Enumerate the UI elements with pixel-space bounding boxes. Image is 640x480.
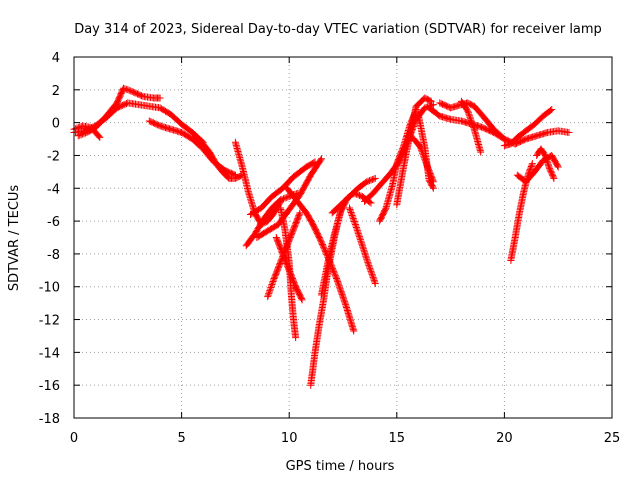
point-markers bbox=[307, 206, 345, 389]
grid-lines bbox=[74, 57, 612, 418]
series-track-06 bbox=[231, 138, 285, 228]
y-tick-label: -16 bbox=[39, 379, 60, 394]
axis-ticks: 0 5 10 15 20 25 -18 -16 -14 -12 -10 -8 -6 -4 -2 0 2 4 bbox=[39, 51, 621, 446]
point-markers bbox=[457, 97, 485, 156]
point-markers bbox=[511, 127, 573, 148]
y-tick-label: -8 bbox=[47, 248, 60, 263]
y-axis-label: SDTVAR / TECUs bbox=[7, 185, 22, 292]
point-markers bbox=[328, 174, 379, 217]
y-tick-label: -12 bbox=[39, 314, 60, 329]
point-markers bbox=[533, 145, 558, 182]
point-markers bbox=[74, 84, 164, 140]
y-tick-label: -14 bbox=[39, 346, 60, 361]
series-track-05 bbox=[188, 135, 246, 182]
point-markers bbox=[414, 110, 437, 192]
series-track-16 bbox=[328, 174, 379, 217]
y-tick-label: -4 bbox=[47, 182, 60, 197]
y-tick-label: 4 bbox=[52, 51, 60, 66]
series-track-02 bbox=[74, 84, 164, 140]
plot-frame bbox=[73, 56, 613, 419]
y-tick-label: -2 bbox=[47, 149, 60, 164]
chart-title: Day 314 of 2023, Sidereal Day-to-day VTE… bbox=[74, 22, 602, 37]
y-tick-label: 2 bbox=[52, 84, 60, 99]
point-markers bbox=[145, 117, 239, 179]
y-tick-label: -18 bbox=[39, 412, 60, 427]
x-tick-label: 0 bbox=[70, 431, 78, 446]
point-markers bbox=[188, 135, 246, 182]
series-track-15 bbox=[318, 189, 375, 299]
y-tick-label: -6 bbox=[47, 215, 60, 230]
series-track-08 bbox=[247, 158, 319, 218]
series-track-25 bbox=[457, 97, 485, 156]
series-track-12 bbox=[272, 234, 306, 304]
series-track-14 bbox=[307, 206, 345, 389]
series-track-17 bbox=[346, 204, 379, 287]
x-tick-label: 10 bbox=[281, 431, 298, 446]
x-tick-label: 20 bbox=[496, 431, 513, 446]
x-tick-label: 15 bbox=[389, 431, 406, 446]
point-markers bbox=[436, 99, 519, 148]
point-markers bbox=[272, 234, 306, 304]
series-track-22 bbox=[414, 110, 437, 192]
series-track-29 bbox=[511, 127, 573, 148]
point-markers bbox=[346, 204, 379, 287]
series-track-26 bbox=[500, 106, 556, 150]
x-tick-label: 25 bbox=[604, 431, 621, 446]
x-tick-label: 5 bbox=[177, 431, 185, 446]
point-markers bbox=[231, 138, 285, 228]
series-track-04 bbox=[145, 117, 239, 179]
point-markers bbox=[500, 106, 556, 150]
y-tick-label: 0 bbox=[52, 117, 60, 132]
point-markers bbox=[247, 158, 319, 218]
y-tick-label: -10 bbox=[39, 281, 60, 296]
data-points bbox=[70, 84, 573, 389]
series-track-24 bbox=[436, 99, 519, 148]
point-markers bbox=[318, 189, 375, 299]
x-axis-label: GPS time / hours bbox=[286, 459, 395, 474]
series-track-30 bbox=[533, 145, 558, 182]
